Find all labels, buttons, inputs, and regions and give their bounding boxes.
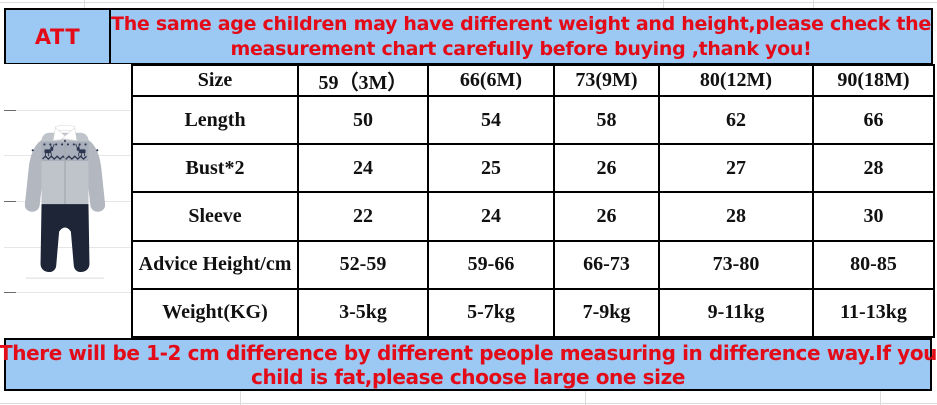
measurement-value: 24: [427, 191, 555, 242]
measurement-value: 7-9kg: [553, 287, 660, 339]
table-row: Length 50 54 58 62 66: [131, 94, 935, 146]
gridline: [84, 0, 85, 8]
size-option-header: 80(12M): [658, 64, 814, 97]
measurement-value: 59-66: [427, 239, 555, 290]
measurement-value: 11-13kg: [812, 287, 935, 339]
gridline: [663, 0, 664, 8]
measurement-value: 9-11kg: [658, 287, 814, 339]
gridline: [0, 2, 937, 3]
bottom-warning-line-2: child is fat,please choose large one siz…: [251, 364, 685, 389]
bottom-warning-banner: There will be 1-2 cm difference by diffe…: [0, 338, 937, 391]
gridline: [880, 391, 881, 405]
top-warning-line-2: measurement chart carefully before buyin…: [230, 37, 812, 60]
product-photo-area: [4, 64, 131, 338]
measurement-value: 28: [812, 143, 935, 194]
measurement-value: 58: [553, 94, 660, 146]
gridline: [4, 201, 16, 202]
measurement-value: 73-80: [658, 239, 814, 290]
table-header-row: Size 59（3M） 66(6M) 73(9M) 80(12M) 90(18M): [131, 64, 935, 97]
measurement-value: 25: [427, 143, 555, 194]
measurement-value: 27: [658, 143, 814, 194]
size-column-header: Size: [131, 64, 299, 97]
size-option-header: 66(6M): [427, 64, 555, 97]
measurement-value: 3-5kg: [297, 287, 429, 339]
gridline: [4, 110, 131, 111]
measurement-value: 5-7kg: [427, 287, 555, 339]
row-label: Advice Height/cm: [131, 239, 299, 290]
gridline: [585, 391, 586, 405]
top-warning-message: The same age children may have different…: [111, 10, 931, 63]
measurement-value: 52-59: [297, 239, 429, 290]
table-row: Weight(KG) 3-5kg 5-7kg 7-9kg 9-11kg 11-13kg: [131, 287, 935, 339]
row-label: Bust*2: [131, 143, 299, 194]
gridline: [4, 110, 16, 111]
gridline: [813, 0, 814, 8]
att-label: ATT: [6, 10, 112, 63]
baby-romper-product-image: [24, 124, 106, 279]
measurement-value: 26: [553, 143, 660, 194]
measurement-value: 24: [297, 143, 429, 194]
row-label: Weight(KG): [131, 287, 299, 339]
measurement-value: 62: [658, 94, 814, 146]
gridline: [4, 292, 131, 293]
bottom-warning-line-1: There will be 1-2 cm difference by diffe…: [0, 340, 937, 365]
gridline: [4, 247, 131, 248]
size-option-header: 90(18M): [812, 64, 935, 97]
table-row: Sleeve 22 24 26 28 30: [131, 191, 935, 242]
gridline: [4, 292, 16, 293]
size-option-header: 73(9M): [553, 64, 660, 97]
measurement-value: 30: [812, 191, 935, 242]
size-option-header: 59（3M）: [297, 64, 429, 97]
row-label: Sleeve: [131, 191, 299, 242]
measurement-value: 22: [297, 191, 429, 242]
measurement-value: 66-73: [553, 239, 660, 290]
top-warning-line-1: The same age children may have different…: [111, 12, 931, 35]
row-label: Length: [131, 94, 299, 146]
measurement-value: 28: [658, 191, 814, 242]
measurement-value: 54: [427, 94, 555, 146]
top-warning-banner: ATT The same age children may have diffe…: [4, 8, 933, 65]
gridline: [240, 391, 241, 405]
measurement-value: 26: [553, 191, 660, 242]
measurement-table: Size 59（3M） 66(6M) 73(9M) 80(12M) 90(18M) Len…: [131, 64, 935, 339]
measurement-value: 66: [812, 94, 935, 146]
gridline: [0, 403, 937, 404]
table-row: Advice Height/cm 52-59 59-66 66-73 73-80 80-8…: [131, 239, 935, 290]
measurement-value: 80-85: [812, 239, 935, 290]
measurement-value: 50: [297, 94, 429, 146]
table-row: Bust*2 24 25 26 27 28: [131, 143, 935, 194]
